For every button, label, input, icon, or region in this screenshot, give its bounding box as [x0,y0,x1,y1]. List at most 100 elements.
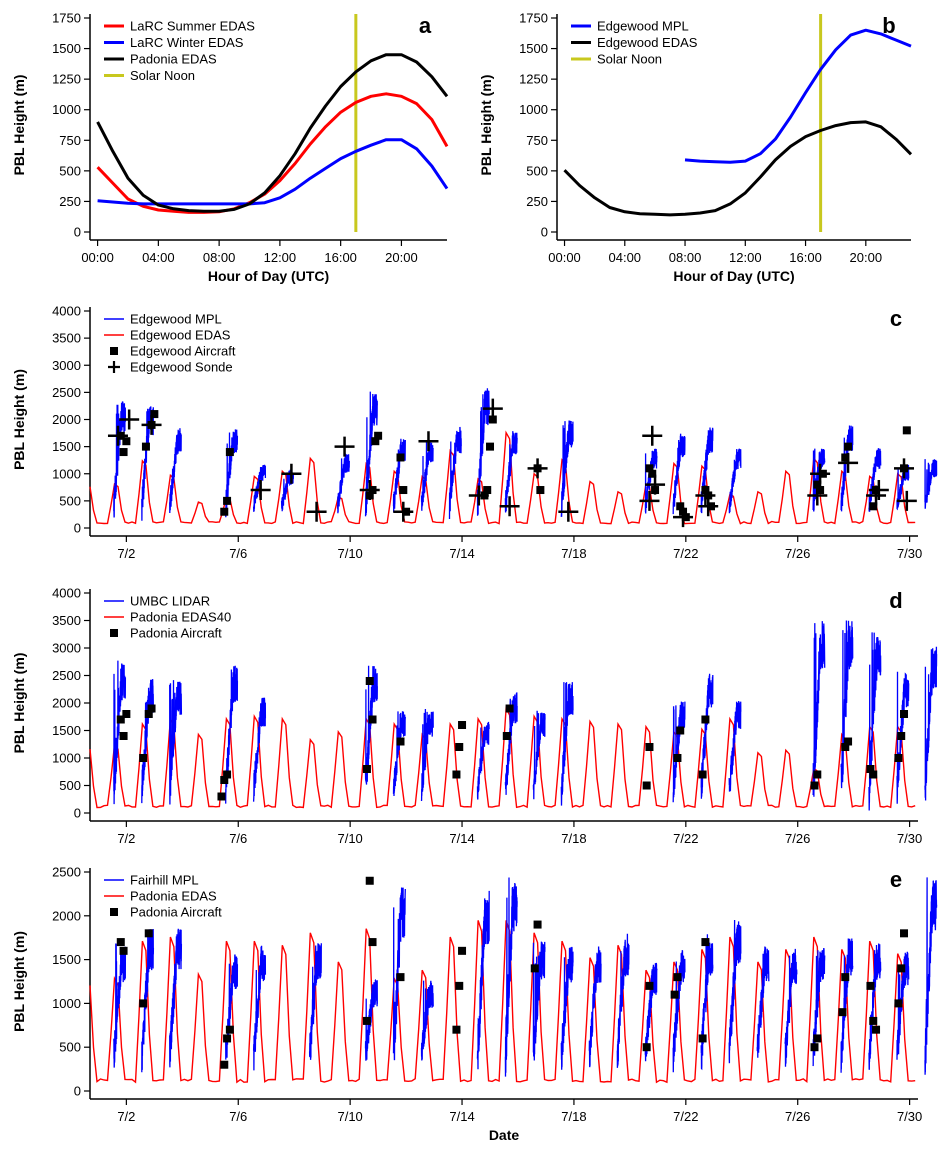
x-tick-label: 7/26 [785,546,810,561]
obs-segment [504,692,518,795]
obs-segment [532,941,546,1061]
aircraft-marker [841,743,850,751]
legend-label: Solar Noon [130,68,195,83]
y-tick-label: 4000 [52,304,81,319]
obs-segment [644,962,658,1062]
sonde-marker [807,485,828,506]
aircraft-marker [673,754,682,762]
aircraft-marker [371,437,380,446]
obs-segment [868,943,882,1070]
aircraft-marker [365,677,374,685]
x-tick-label: 7/6 [229,1109,247,1124]
aircraft-marker [670,990,679,999]
x-tick-label: 7/26 [785,831,810,846]
aircraft-marker [810,1043,819,1052]
y-tick-label: 1750 [519,11,548,26]
sonde-marker [359,480,380,501]
y-tick-label: 1500 [519,41,548,56]
obs-segment [700,673,714,799]
panel-letter: d [889,588,902,613]
aircraft-marker [116,715,125,724]
aircraft-marker [838,1008,847,1017]
x-tick-label: 7/30 [897,831,922,846]
obs-segment [532,710,546,800]
y-axis-label: PBL Height (m) [11,653,27,754]
sonde-marker [468,485,489,506]
y-tick-label: 3000 [52,641,81,656]
obs-segment [616,933,630,1068]
aircraft-marker [642,781,651,790]
obs-segment [420,440,434,511]
aircraft-marker [536,486,545,495]
y-tick-label: 500 [59,778,81,793]
y-tick-label: 0 [74,806,81,821]
sonde-marker [868,480,889,501]
y-tick-label: 1500 [52,41,81,56]
aircraft-marker [645,981,654,990]
obs-segment [672,701,686,803]
legend-label: Edgewood Aircraft [130,344,236,359]
obs-segment [924,459,938,509]
x-tick-label: 7/30 [897,546,922,561]
aircraft-marker [645,743,654,751]
y-tick-label: 2000 [52,696,81,711]
series-line [96,53,449,213]
aircraft-marker [139,754,148,762]
sonde-marker [642,425,663,446]
aircraft-marker [225,448,234,457]
aircraft-marker [139,999,148,1008]
legend-label: Padonia Aircraft [130,905,222,920]
legend-label: Edgewood EDAS [130,328,231,343]
sonde-marker [698,496,719,517]
aircraft-marker [220,1060,229,1069]
obs-segment [728,700,742,792]
x-tick-label: 7/2 [117,1109,135,1124]
panel-b: 0 250 500 750 1000 1250 1500 1750 00:00 04:00 08:0… [478,11,913,284]
aircraft-marker [533,920,542,929]
y-tick-label: 500 [526,163,548,178]
x-tick-label: 7/22 [673,546,698,561]
y-tick-label: 500 [59,163,81,178]
panel-c: 0 500 1000 1500 2000 2500 3000 3500 4000 7/2 7/6 7/… [11,304,938,561]
obs-segment [812,621,826,797]
aircraft-marker [374,431,383,440]
obs-segment [252,945,267,1071]
aircraft-marker [701,715,710,724]
obs-segment [784,948,798,1067]
x-tick-label: 7/18 [561,546,586,561]
x-tick-label: 20:00 [850,250,883,265]
sonde-marker [695,485,716,506]
aircraft-marker [396,737,405,746]
obs-segment [392,438,406,513]
aircraft-marker [396,973,405,982]
y-tick-label: 750 [59,133,81,148]
aircraft-marker [869,502,878,511]
obs-segment [225,665,239,804]
legend-label: LaRC Summer EDAS [130,19,255,34]
aircraft-marker [141,442,150,451]
x-axis-label: Hour of Day (UTC) [673,268,794,284]
aircraft-marker [810,781,819,790]
series-line [563,120,913,217]
x-tick-label: 20:00 [385,250,418,265]
aircraft-marker [866,981,875,990]
legend-label: Fairhill MPL [130,873,199,888]
y-tick-label: 0 [74,1084,81,1099]
x-tick-label: 7/10 [337,546,362,561]
panel-letter: c [890,306,902,331]
sonde-marker [894,458,915,479]
obs-segment [169,928,183,1068]
sonde-marker [250,480,271,501]
series-line [97,138,449,206]
aircraft-marker [813,480,822,489]
aircraft-marker [897,732,906,740]
obs-segment [113,660,127,805]
aircraft-marker [844,737,853,746]
y-tick-label: 3500 [52,613,81,628]
panel-letter: a [419,13,432,38]
x-tick-label: 7/6 [229,546,247,561]
aircraft-marker [486,442,495,451]
